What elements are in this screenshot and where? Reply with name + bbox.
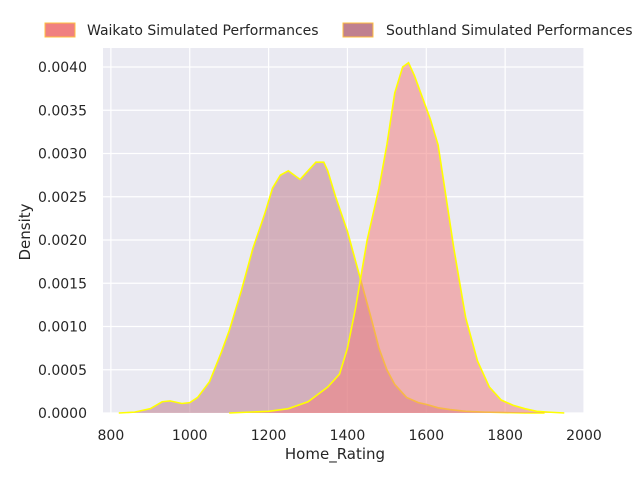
density-line-waikato bbox=[229, 61, 565, 414]
x-tick-label: 1400 bbox=[330, 428, 366, 444]
x-axis-title: Home_Rating bbox=[285, 445, 385, 464]
y-tick-label: 0.0005 bbox=[38, 363, 87, 379]
y-tick-label: 0.0010 bbox=[38, 320, 87, 336]
x-tick-label: 1000 bbox=[172, 428, 208, 444]
legend-label-waikato: Waikato Simulated Performances bbox=[87, 23, 319, 39]
y-tick-label: 0.0020 bbox=[38, 233, 87, 249]
y-tick-label: 0.0035 bbox=[38, 103, 87, 119]
legend-swatch-southland bbox=[342, 22, 374, 38]
legend: Waikato Simulated Performances Southland… bbox=[44, 22, 633, 39]
x-tick-label: 800 bbox=[98, 428, 125, 444]
density-area-southland bbox=[118, 162, 545, 413]
legend-swatch-waikato bbox=[44, 22, 76, 38]
y-axis-ticks: 0.0000 0.0005 0.0010 0.0015 0.0020 0.0025 0.00… bbox=[38, 60, 87, 422]
y-axis-title: Density bbox=[16, 203, 34, 260]
x-axis-ticks: 800 1000 1200 1400 1600 1800 2000 bbox=[98, 428, 602, 444]
x-tick-label: 2000 bbox=[566, 428, 602, 444]
x-tick-label: 1600 bbox=[408, 428, 444, 444]
y-tick-label: 0.0000 bbox=[38, 406, 87, 422]
x-tick-label: 1200 bbox=[251, 428, 287, 444]
y-tick-label: 0.0025 bbox=[38, 190, 87, 206]
y-tick-label: 0.0030 bbox=[38, 147, 87, 163]
density-series bbox=[118, 61, 565, 414]
x-tick-label: 1800 bbox=[487, 428, 523, 444]
y-tick-label: 0.0015 bbox=[38, 276, 87, 292]
legend-label-southland: Southland Simulated Performances bbox=[386, 23, 633, 39]
y-tick-label: 0.0040 bbox=[38, 60, 87, 76]
density-area-waikato bbox=[229, 62, 565, 413]
